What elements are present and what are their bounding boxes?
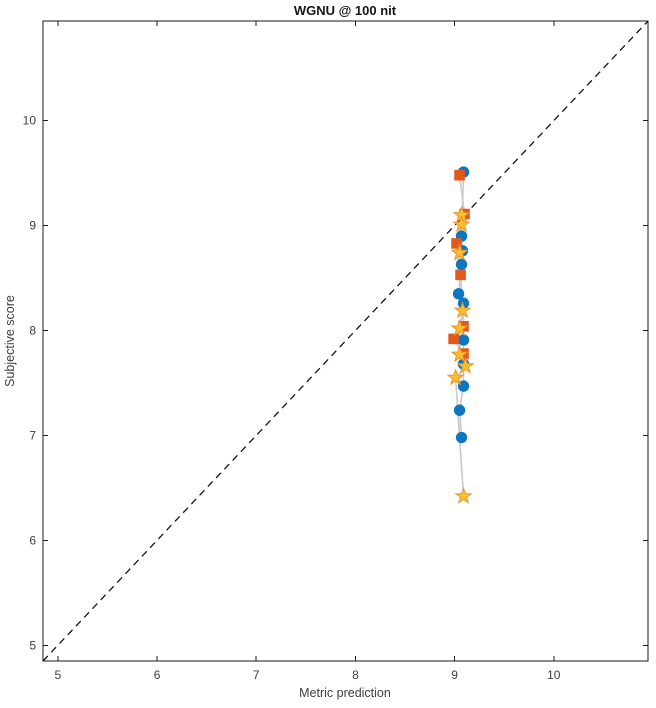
data-layer <box>42 20 649 662</box>
data-point-square <box>451 238 462 249</box>
x-tick-label: 10 <box>547 668 561 682</box>
chart-title: WGNU @ 100 nit <box>294 3 397 18</box>
x-axis-label: Metric prediction <box>299 686 391 700</box>
data-point-star <box>452 215 471 233</box>
data-point-star <box>454 486 473 504</box>
y-tick-label: 8 <box>29 324 36 338</box>
data-point-circle <box>455 258 468 271</box>
data-point-square <box>448 333 459 345</box>
data-point-circle <box>457 380 470 392</box>
x-tick-label: 7 <box>253 668 260 682</box>
data-point-star <box>453 301 472 319</box>
data-point-square <box>454 169 465 181</box>
data-point-star <box>446 368 465 386</box>
x-tick-label: 8 <box>352 668 359 682</box>
data-point-star <box>450 243 469 261</box>
y-axis-label: Subjective score <box>3 295 17 387</box>
series-yellow-stars <box>446 205 475 504</box>
x-tick-label: 9 <box>451 668 458 682</box>
y-tick-label: 7 <box>29 428 36 442</box>
data-point-circle <box>453 404 466 416</box>
y-tick-label: 10 <box>23 114 37 128</box>
x-tick-label: 5 <box>55 668 62 682</box>
x-tick-label: 6 <box>154 668 161 682</box>
data-point-square <box>455 269 466 281</box>
data-point-circle <box>452 288 465 300</box>
data-point-circle <box>457 334 470 346</box>
data-point-circle <box>455 431 468 444</box>
identity-line <box>42 20 649 662</box>
data-point-star <box>450 318 469 337</box>
data-point-star <box>456 356 475 374</box>
y-tick-label: 5 <box>29 638 36 652</box>
y-tick-label: 9 <box>29 219 36 233</box>
y-tick-label: 6 <box>29 533 36 547</box>
data-point-star <box>450 345 469 363</box>
